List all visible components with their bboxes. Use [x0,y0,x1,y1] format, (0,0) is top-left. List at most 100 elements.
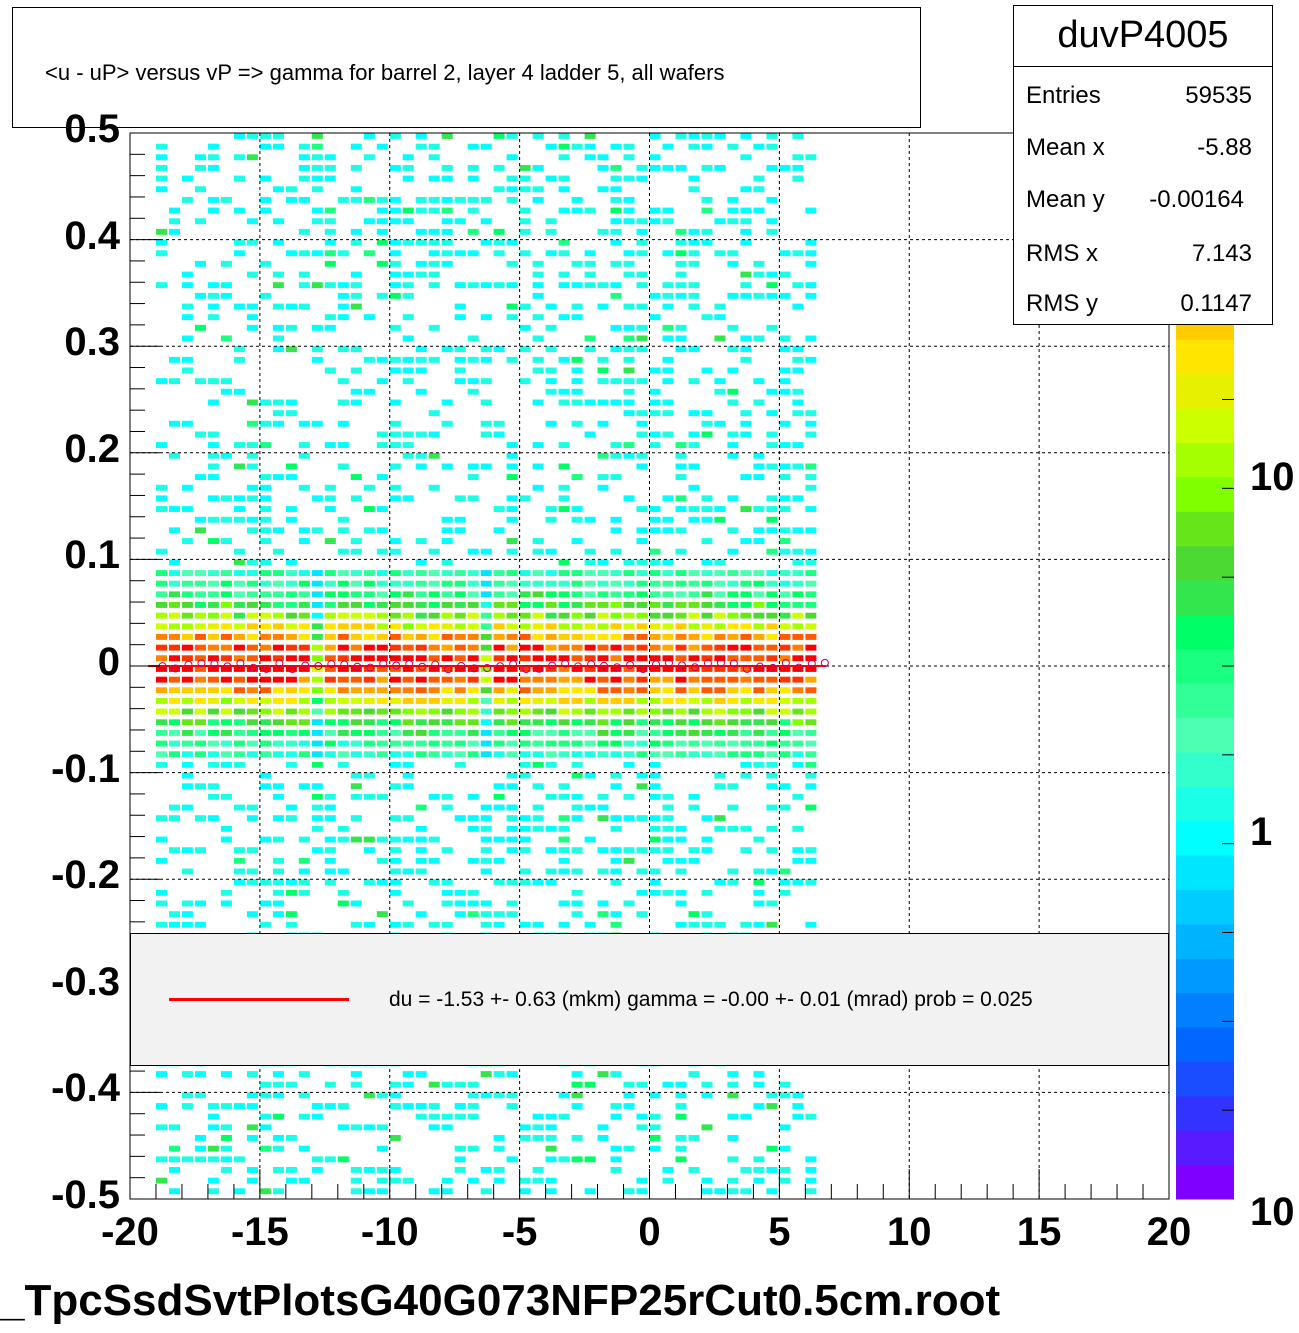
heatmap-cell [480,1188,492,1195]
palette-segment [1176,820,1234,856]
heatmap-cell [675,495,687,502]
heatmap-cell [662,857,674,864]
heatmap-cell [675,644,687,651]
heatmap-cell [324,506,336,512]
heatmap-cell [779,751,791,758]
heatmap-cell [740,538,752,544]
heatmap-cell [363,772,375,779]
heatmap-cell [779,804,791,811]
profile-point [327,660,336,669]
heatmap-cell [571,634,583,640]
heatmap-cell [506,474,518,480]
heatmap-cell [363,740,375,747]
heatmap-cell [753,634,765,640]
heatmap-cell [805,292,817,299]
heatmap-cell [779,591,791,598]
heatmap-cell [272,591,284,598]
palette-segment [1176,752,1234,787]
heatmap-cell [454,889,466,896]
heatmap-cell [597,911,609,918]
heatmap-cell [220,570,232,576]
heatmap-cell [467,687,479,694]
heatmap-cell [272,580,284,587]
profile-point [768,663,777,672]
heatmap-cell [454,527,466,534]
heatmap-cell [714,676,726,683]
heatmap-cell [298,730,310,736]
heatmap-cell [246,708,258,715]
heatmap-cell [194,644,206,651]
heatmap-cell [571,314,583,321]
heatmap-cell [753,1103,765,1109]
heatmap-cell [636,889,648,896]
heatmap-cell [259,420,271,427]
heatmap-cell [753,868,765,875]
heatmap-cell [272,324,284,331]
heatmap-cell [662,644,674,651]
heatmap-cell [350,228,362,235]
heatmap-cell [298,687,310,694]
heatmap-cell [701,740,713,747]
heatmap-cell [259,495,271,502]
heatmap-cell [662,165,674,171]
heatmap-cell [740,1188,752,1195]
heatmap-cell [402,751,414,758]
heatmap-cell [519,847,531,854]
heatmap-cell [376,1177,388,1184]
heatmap-cell [194,516,206,523]
heatmap-cell [714,516,726,523]
heatmap-cell [480,356,492,363]
heatmap-cell [493,740,505,747]
heatmap-cell [194,591,206,598]
heatmap-cell [246,218,258,225]
profile-point [677,661,686,670]
heatmap-cell [376,356,388,363]
heatmap-cell [376,591,388,598]
heatmap-cell [727,1156,739,1163]
heatmap-cell [181,303,193,310]
heatmap-cell [766,921,778,928]
heatmap-cell [766,666,778,672]
heatmap-cell [402,740,414,747]
heatmap-cell [792,698,804,704]
heatmap-cell [285,921,297,928]
heatmap-cell [156,655,167,662]
heatmap-cell [623,154,635,161]
heatmap-cell [805,879,817,886]
heatmap-cell [363,921,375,928]
heatmap-cell [506,506,518,512]
heatmap-cell [402,335,414,342]
heatmap-cell [649,825,661,832]
fit-legend: du = -1.53 +- 0.63 (mkm) gamma = -0.00 +… [130,933,1169,1066]
heatmap-cell [597,420,609,427]
heatmap-cell [350,538,362,544]
heatmap-cell [558,740,570,747]
heatmap-cell [753,602,765,608]
heatmap-cell [480,570,492,576]
heatmap-cell [298,1177,310,1184]
heatmap-cell [207,378,219,385]
palette-segment [1176,717,1234,753]
heatmap-cell [662,815,674,822]
heatmap-cell [805,570,817,576]
heatmap-cell [558,580,570,587]
heatmap-cell [675,623,687,630]
heatmap-cell [519,644,531,651]
heatmap-cell [272,1167,284,1173]
heatmap-cell [467,698,479,704]
heatmap-cell [532,271,544,278]
heatmap-cell [584,250,596,257]
heatmap-cell [688,228,700,235]
heatmap-cell [649,1113,661,1120]
heatmap-cell [324,868,336,875]
heatmap-cell [571,911,583,918]
heatmap-cell [701,580,713,587]
heatmap-cell [428,1113,440,1120]
heatmap-cell [766,612,778,619]
heatmap-cell [259,516,271,523]
heatmap-cell [285,303,297,310]
heatmap-cell [610,1113,622,1120]
heatmap-cell [298,250,310,257]
heatmap-cell [662,793,674,800]
heatmap-cell [649,207,661,214]
